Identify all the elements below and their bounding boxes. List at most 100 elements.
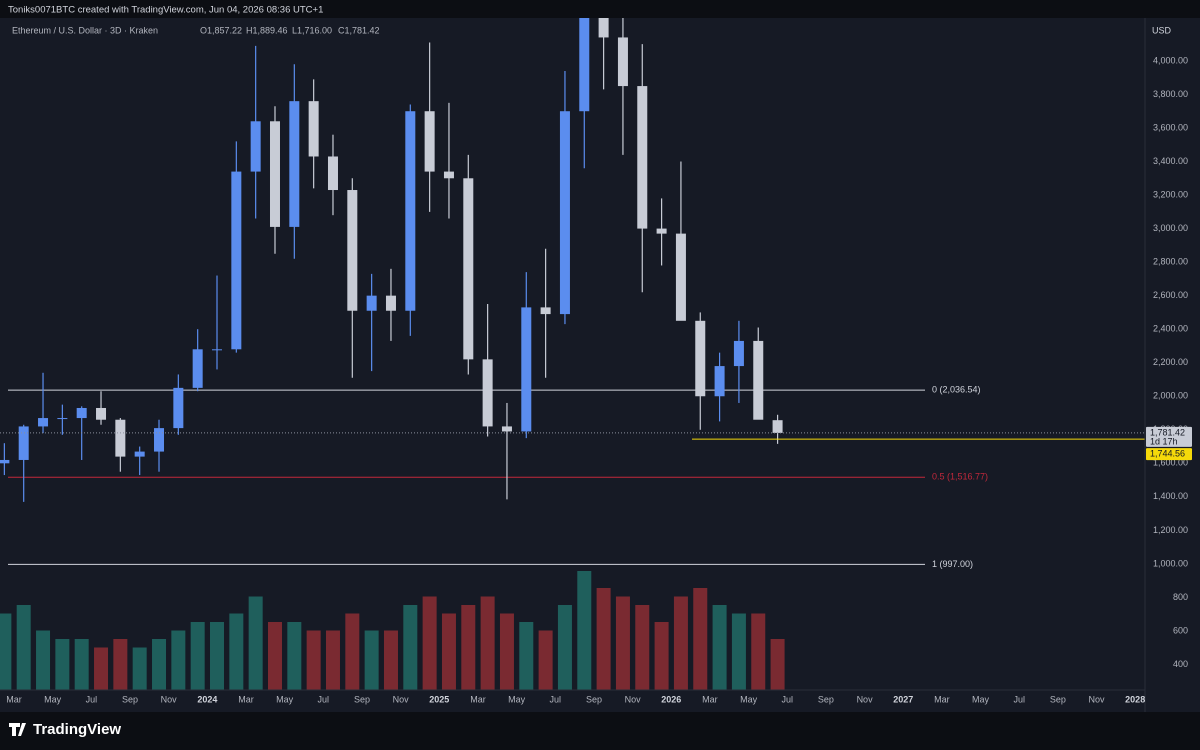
x-tick-label: 2024 xyxy=(197,694,217,704)
candle-body xyxy=(347,190,358,311)
volume-bar xyxy=(480,596,495,690)
candle-body xyxy=(38,418,49,427)
volume-bar xyxy=(94,647,109,690)
countdown: 1d 17h xyxy=(1150,436,1178,446)
volume-bar xyxy=(325,630,340,690)
volume-bar xyxy=(461,605,476,690)
x-tick-label: Sep xyxy=(818,694,834,704)
x-tick-label: Nov xyxy=(857,694,874,704)
x-tick-label: Sep xyxy=(586,694,602,704)
x-tick-label: Jul xyxy=(86,694,98,704)
alert-label: 1,744.56 xyxy=(1150,448,1185,458)
y-tick-label: 2,800.00 xyxy=(1153,256,1188,266)
candle-body xyxy=(772,420,783,433)
volume-bar xyxy=(751,613,766,690)
volume-bar xyxy=(306,630,321,690)
y-tick-label: 1,200.00 xyxy=(1153,525,1188,535)
x-tick-label: Jul xyxy=(550,694,562,704)
volume-bar xyxy=(770,639,785,690)
candle-body xyxy=(115,419,126,457)
candle-body xyxy=(579,18,590,112)
candle-body xyxy=(501,426,512,432)
volume-bar xyxy=(557,605,572,690)
last-price-label: 1,781.42 xyxy=(1150,427,1185,437)
ohlc-value: H1,889.46 xyxy=(246,25,288,35)
volume-bar xyxy=(538,630,553,690)
y-tick-label: 4,000.00 xyxy=(1153,55,1188,65)
candle-body xyxy=(695,320,706,397)
x-tick-label: Nov xyxy=(625,694,642,704)
volume-bar xyxy=(712,605,727,690)
x-tick-label: Nov xyxy=(161,694,178,704)
candle-body xyxy=(192,349,203,388)
volume-bar xyxy=(287,622,302,690)
footer xyxy=(0,712,1200,750)
candle-body xyxy=(559,111,570,315)
x-tick-label: Mar xyxy=(6,694,22,704)
candle-body xyxy=(173,387,184,429)
x-tick-label: 2027 xyxy=(893,694,913,704)
y-tick-label: 2,600.00 xyxy=(1153,290,1188,300)
volume-bar xyxy=(499,613,514,690)
y-tick-label: 1,400.00 xyxy=(1153,491,1188,501)
x-tick-label: Nov xyxy=(1089,694,1106,704)
volume-bar xyxy=(16,605,31,690)
volume-bar xyxy=(422,596,437,690)
volume-bar xyxy=(74,639,89,690)
volume-bar xyxy=(596,588,611,690)
x-tick-label: Jul xyxy=(318,694,330,704)
volume-bar xyxy=(693,588,708,690)
volume-bar xyxy=(171,630,186,690)
candle-body xyxy=(637,86,648,229)
volume-bar xyxy=(635,605,650,690)
volume-bar xyxy=(113,639,128,690)
currency: USD xyxy=(1152,25,1172,35)
x-tick-label: 2026 xyxy=(661,694,681,704)
x-tick-label: May xyxy=(740,694,758,704)
candle-body xyxy=(482,359,493,427)
candle-body xyxy=(0,459,10,464)
y-tick-label: 3,200.00 xyxy=(1153,189,1188,199)
legend: Ethereum / U.S. Dollar · 3D · Kraken O1,… xyxy=(12,25,380,35)
candle-body xyxy=(212,349,223,351)
y-tick-label: 3,600.00 xyxy=(1153,122,1188,132)
last-price-box xyxy=(1146,426,1192,447)
y-tick-label: 2,000.00 xyxy=(1153,391,1188,401)
candle-body xyxy=(753,340,764,420)
symbol: Ethereum / U.S. Dollar · 3D · Kraken xyxy=(12,25,158,35)
candle-body xyxy=(405,111,416,311)
y-tick-label: 1,000.00 xyxy=(1153,558,1188,568)
candle-body xyxy=(366,295,377,311)
candle-body xyxy=(269,121,280,227)
x-tick-label: Mar xyxy=(238,694,254,704)
candle-body xyxy=(463,178,474,360)
x-tick-label: Jul xyxy=(781,694,793,704)
volume-bar xyxy=(267,622,282,690)
volume-bar xyxy=(132,647,147,690)
x-tick-label: Mar xyxy=(470,694,486,704)
volume-bar xyxy=(519,622,534,690)
x-tick-label: May xyxy=(44,694,62,704)
x-tick-label: Mar xyxy=(934,694,950,704)
y-tick-label: 2,400.00 xyxy=(1153,324,1188,334)
ohlc-value: L1,716.00 xyxy=(292,25,332,35)
volume-bar xyxy=(364,630,379,690)
candle-body xyxy=(714,366,725,397)
logo: TradingView xyxy=(33,721,121,738)
volume-bar xyxy=(210,622,225,690)
candle-body xyxy=(231,171,242,350)
candle-body xyxy=(18,426,29,460)
candle-body xyxy=(134,451,145,457)
x-tick-label: Nov xyxy=(393,694,410,704)
volume-bar xyxy=(577,571,592,690)
candle-body xyxy=(76,407,87,419)
candle-body xyxy=(617,37,628,87)
volume-bar xyxy=(229,613,244,690)
y-tick-label: 3,400.00 xyxy=(1153,156,1188,166)
candle-body xyxy=(598,18,609,38)
volume-bar xyxy=(36,630,51,690)
candle-body xyxy=(521,307,532,432)
candle-body xyxy=(154,428,165,452)
